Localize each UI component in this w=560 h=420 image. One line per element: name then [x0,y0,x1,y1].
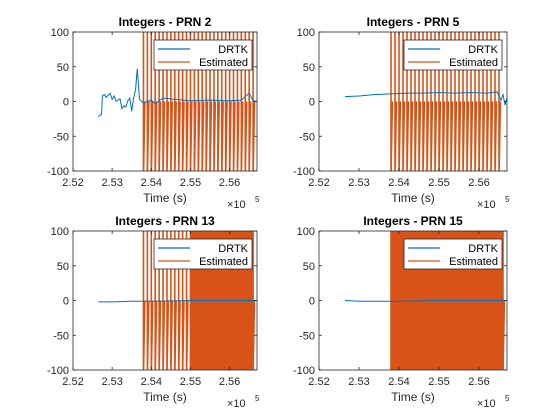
x-tick-label: 2.56 [219,376,240,388]
y-tick-label: -100 [293,166,315,178]
legend-label-estimated: Estimated [449,256,498,268]
y-tick-label: -100 [293,365,315,377]
y-tick-label: -50 [299,330,315,342]
x-axis-exponent: ×10 [227,199,246,211]
y-tick-label: 100 [51,27,69,39]
subplot-title: Integers - PRN 2 [119,15,212,29]
legend-label-estimated: Estimated [199,256,248,268]
x-tick-label: 2.52 [308,177,329,189]
y-tick-label: -50 [53,330,69,342]
estimated-series-line [142,32,256,171]
subplot-3: 2.52 2.53 2.54 2.55 2.56 -100 -50 0 50 100 Integer… [47,214,260,410]
subplot-1: 2.52 2.53 2.54 2.55 2.56 -100 -50 0 50 100 Integer… [47,15,260,211]
x-tick-label: 2.54 [141,376,162,388]
x-tick-label: 2.54 [388,376,409,388]
x-axis-exponent-power: 5 [255,195,260,204]
subplot-title: Integers - PRN 5 [367,15,460,29]
subplot-4: 2.52 2.53 2.54 2.55 2.56 -100 -50 0 50 100 Integer… [293,214,510,410]
x-tick-label: 2.56 [468,376,489,388]
x-tick-label: 2.54 [388,177,409,189]
x-axis-label: Time (s) [391,191,435,205]
legend-box [403,238,503,270]
x-tick-label: 2.52 [62,177,83,189]
x-axis-exponent: ×10 [477,398,496,410]
y-tick-label: 50 [57,62,69,74]
x-tick-label: 2.55 [428,376,449,388]
y-tick-label: 0 [63,296,69,308]
legend-label-estimated: Estimated [199,57,248,69]
subplot-2: 2.52 2.53 2.54 2.55 2.56 -100 -50 0 50 100 Integer… [293,15,510,211]
legend-label-drtk: DRTK [468,44,498,56]
x-tick-label: 2.53 [101,376,122,388]
y-tick-label: -50 [53,131,69,143]
plot-lines [98,32,257,171]
legend-label-drtk: DRTK [218,44,248,56]
x-tick-label: 2.52 [308,376,329,388]
x-tick-label: 2.53 [348,177,369,189]
x-tick-label: 2.55 [180,376,201,388]
y-tick-label: 0 [309,97,315,109]
legend-label-drtk: DRTK [468,243,498,255]
x-tick-label: 2.54 [141,177,162,189]
y-tick-label: 50 [57,261,69,273]
x-axis-exponent-power: 5 [255,394,260,403]
x-tick-label: 2.52 [62,376,83,388]
x-tick-label: 2.55 [180,177,201,189]
drtk-series-line [98,300,257,303]
x-tick-label: 2.55 [428,177,449,189]
y-tick-label: 0 [63,97,69,109]
y-tick-label: 100 [297,226,315,238]
x-tick-label: 2.56 [219,177,240,189]
x-tick-label: 2.56 [468,177,489,189]
legend-label-drtk: DRTK [218,243,248,255]
drtk-series-line [344,300,507,302]
x-axis-label: Time (s) [143,390,187,404]
y-tick-label: 100 [51,226,69,238]
y-tick-label: -100 [47,365,69,377]
subplot-title: Integers - PRN 13 [115,214,215,228]
x-tick-label: 2.53 [101,177,122,189]
y-tick-label: 0 [309,296,315,308]
legend-box [153,39,253,71]
x-tick-label: 2.53 [348,376,369,388]
y-tick-label: 100 [297,27,315,39]
x-axis-exponent: ×10 [477,199,496,211]
x-axis-label: Time (s) [143,191,187,205]
legend-box [153,238,253,270]
x-axis-exponent-power: 5 [505,394,510,403]
y-tick-label: 50 [303,261,315,273]
plot-lines [344,32,507,171]
x-axis-label: Time (s) [391,390,435,404]
y-tick-label: -100 [47,166,69,178]
y-tick-label: 50 [303,62,315,74]
legend-label-estimated: Estimated [449,57,498,69]
legend-box [403,39,503,71]
drtk-series-line [98,68,257,118]
estimated-series-line [390,32,502,171]
x-axis-exponent-power: 5 [505,195,510,204]
drtk-series-line [344,91,507,106]
y-tick-label: -50 [299,131,315,143]
x-axis-exponent: ×10 [227,398,246,410]
subplot-title: Integers - PRN 15 [363,214,463,228]
